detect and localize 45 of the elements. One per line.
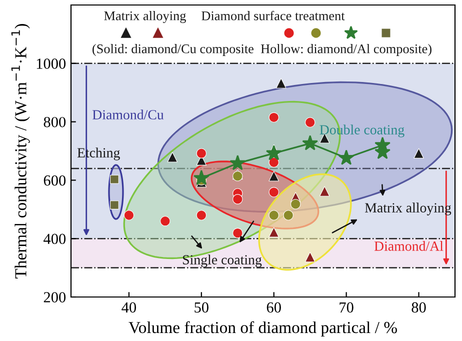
point	[304, 252, 316, 262]
point	[230, 154, 246, 170]
point	[232, 194, 243, 204]
y-tick-label: 600	[44, 175, 66, 186]
point	[268, 170, 280, 182]
point	[268, 157, 280, 168]
point	[232, 228, 243, 238]
point	[124, 210, 134, 220]
point	[268, 187, 280, 198]
point	[268, 210, 280, 220]
point	[196, 210, 207, 220]
point	[268, 112, 280, 123]
point	[276, 78, 286, 88]
x-tick-label: 50	[194, 302, 208, 313]
x-tick-label: 70	[340, 302, 354, 313]
annotation: Diamond surface treatment	[202, 10, 345, 20]
annotation: Single coating	[183, 254, 262, 268]
band-label: Diamond/Cu	[92, 110, 164, 120]
point	[304, 117, 316, 128]
point	[268, 227, 280, 238]
point	[290, 199, 301, 210]
point	[110, 200, 119, 210]
y-tick-label: 400	[44, 234, 66, 244]
point	[167, 152, 178, 162]
y-tick-label: 200	[44, 292, 66, 302]
y-tick-label: 1000	[36, 58, 66, 69]
y-axis-title: Thermal conductivity / (W·m$^{−1}$·K$^{−1}$)	[11, 24, 30, 278]
point	[338, 150, 354, 165]
x-tick-label: 80	[412, 302, 426, 313]
x-tick-label: 40	[122, 302, 136, 313]
band-label: Diamond/Al	[374, 241, 444, 251]
y-tick-label: 800	[44, 116, 66, 128]
point	[196, 148, 207, 158]
x-tick-label: 60	[266, 302, 281, 313]
annotation: Matrix alloying	[104, 11, 186, 23]
point	[160, 216, 170, 226]
annotation: (Solid: diamond/Cu composite Hollow: diamond/Al composite)	[92, 44, 432, 56]
point	[319, 186, 330, 196]
point	[266, 145, 282, 160]
point	[283, 210, 294, 220]
point	[110, 174, 119, 184]
x-axis-title: Volume fraction of diamond partical / %	[128, 321, 397, 337]
point	[193, 170, 210, 186]
point	[302, 135, 318, 150]
point	[414, 148, 424, 158]
